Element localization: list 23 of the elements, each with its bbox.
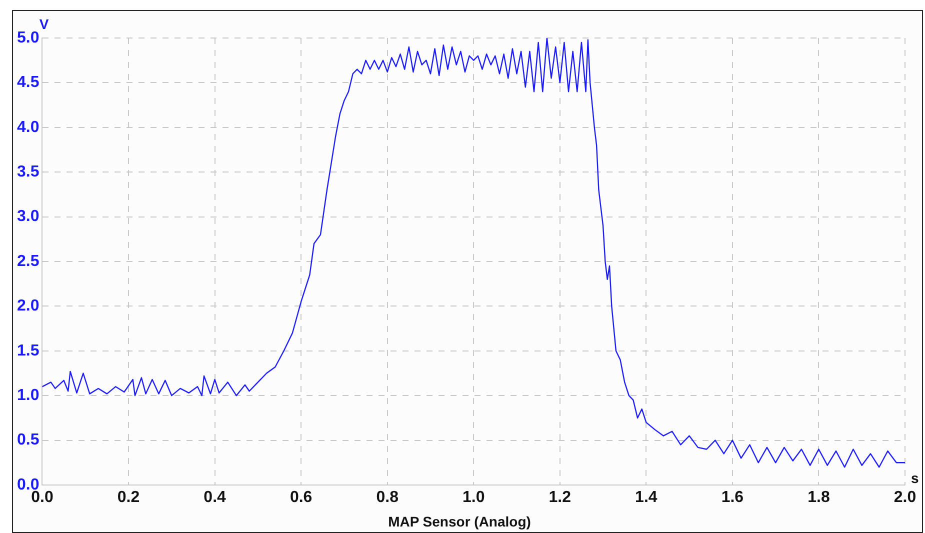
y-tick-label: 1.5 [16, 342, 40, 360]
y-tick-label: 4.5 [16, 74, 40, 92]
x-tick-label: 2.0 [894, 489, 916, 506]
x-tick-label: 1.6 [721, 489, 744, 506]
y-tick-label: 3.0 [16, 208, 40, 226]
y-tick-label: 4.0 [16, 118, 40, 136]
y-tick-label: 3.5 [16, 164, 40, 181]
y-axis-title: V [39, 16, 50, 32]
y-tick-label: 0.5 [16, 432, 40, 449]
x-tick-label: 1.2 [548, 489, 572, 506]
y-tick-label: 2.5 [16, 252, 40, 270]
x-tick-label: 1.8 [808, 489, 830, 506]
x-tick-label: 1.0 [462, 489, 485, 506]
x-tick-label: 0.6 [290, 489, 312, 506]
x-tick-label: 0.2 [117, 489, 140, 506]
y-tick-label: 1.0 [16, 387, 40, 404]
y-tick-label: 5.0 [16, 29, 40, 46]
x-tick-label: 1.4 [635, 489, 658, 506]
text: MAP Sensor (Analog) [388, 513, 531, 530]
x-axis-title: s [911, 470, 919, 486]
x-tick-label: 0.4 [204, 489, 226, 506]
y-tick-label: 2.0 [16, 298, 40, 315]
x-tick-label: 0.8 [376, 489, 399, 506]
